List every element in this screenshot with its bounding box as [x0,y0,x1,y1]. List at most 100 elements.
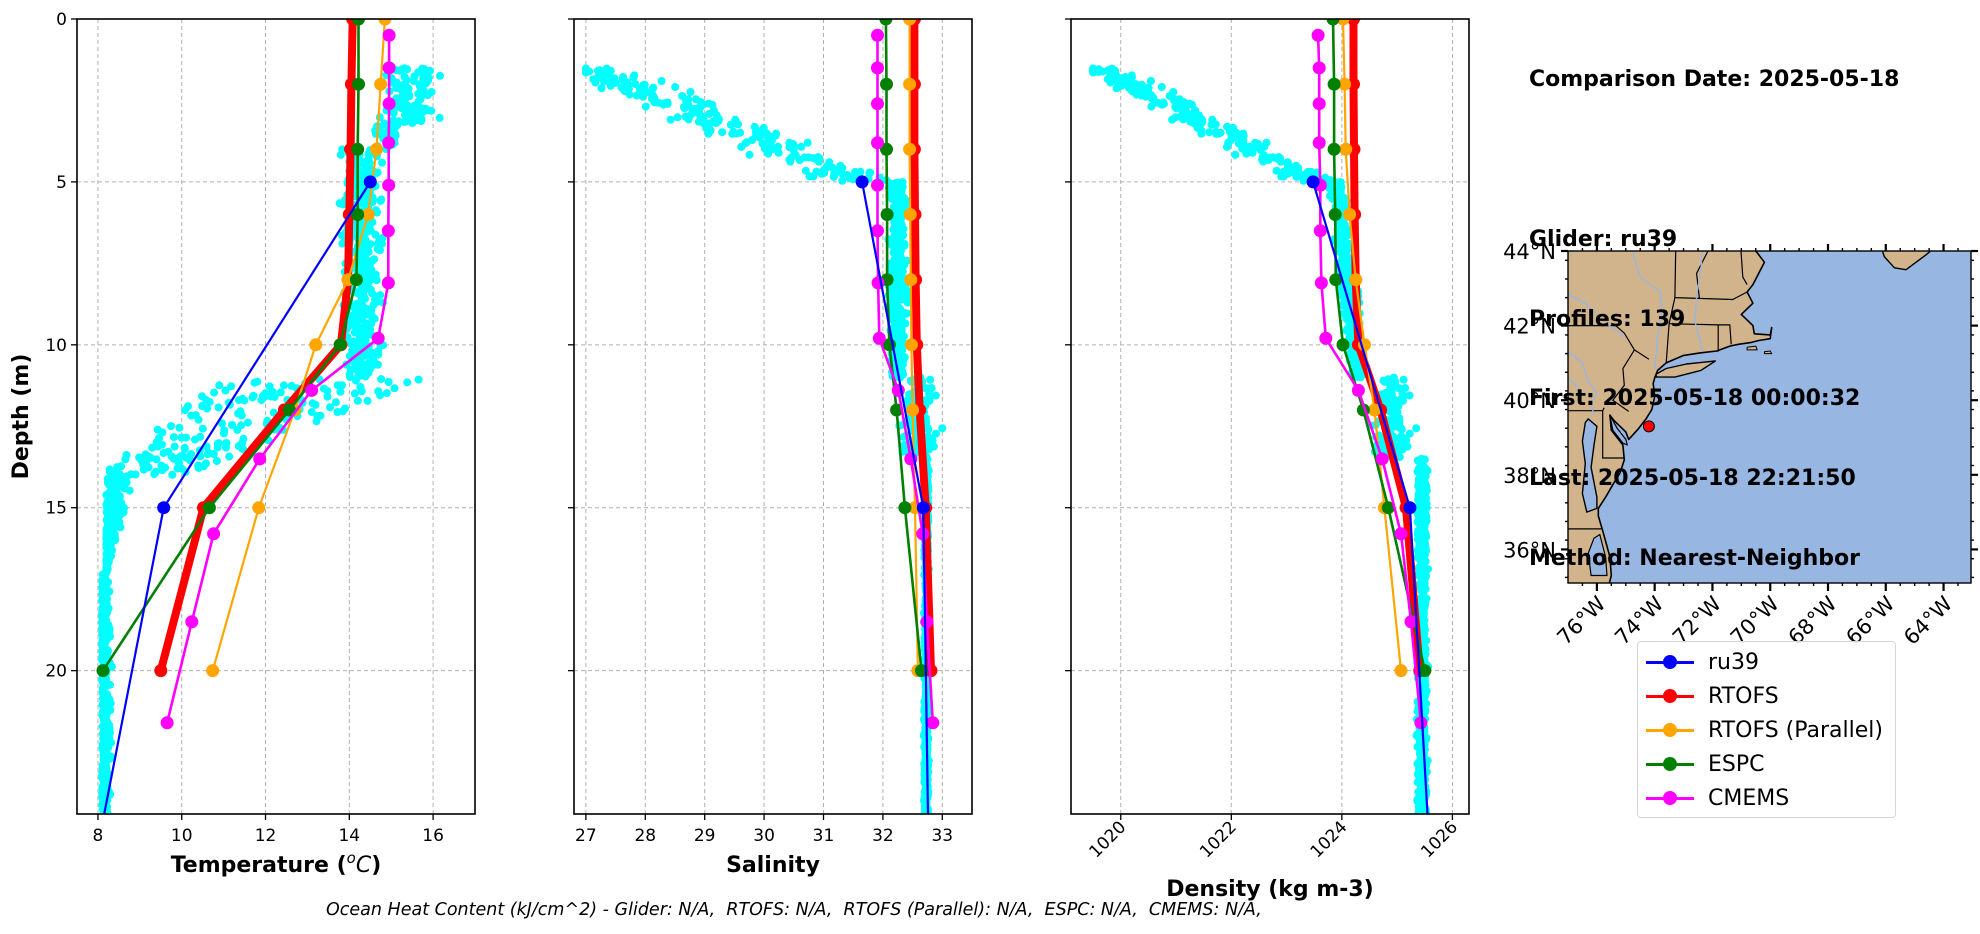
river [1568,351,1598,416]
glider-point [120,475,129,484]
series-marker [371,331,385,345]
series-ru39 [855,175,930,814]
series-marker [207,527,221,541]
glider-point [924,425,933,434]
series-marker [1313,224,1327,238]
glider-point [767,145,776,154]
glider-point [581,67,590,76]
glider-point [265,382,274,391]
glider-point [1243,145,1251,154]
series-marker [1414,716,1428,730]
glider-point [666,115,675,124]
glider-point [1401,384,1410,392]
plot-area [96,19,444,814]
glider-point [100,752,109,761]
glider-point [227,382,236,391]
ohc-caption: Ocean Heat Content (kJ/cm^2) - Glider: N… [326,900,1262,920]
glider-point [353,288,362,297]
glider-point [801,166,810,175]
series-marker [381,276,395,290]
glider-point [98,639,107,648]
series-marker [252,501,266,515]
glider-point [419,65,428,74]
marthas-vineyard [1746,345,1758,351]
glider-point [1234,130,1243,139]
series-marker [890,403,904,417]
glider-point [1336,235,1345,244]
series-marker [1328,208,1342,221]
glider-point [1420,466,1429,475]
series-marker [1394,527,1408,541]
glider-point [1239,136,1248,145]
glider-point [921,747,930,756]
x-tick-label: 33 [931,826,953,846]
glider-point [361,157,370,166]
glider-point [866,168,875,177]
glider-point [1293,166,1302,175]
glider-point [187,411,196,420]
glider-point [817,169,826,178]
glider-point [187,450,196,459]
glider-point [362,351,371,360]
glider-point [378,158,387,167]
glider-point [1343,268,1352,277]
glider-point [1420,706,1429,715]
series-marker [349,273,363,287]
series-marker [880,77,893,91]
glider-point [938,424,947,433]
series-marker [871,61,884,75]
series-marker [1311,28,1325,42]
glider-point [1389,398,1398,407]
lat-tick-label: 42°N [1503,315,1556,339]
glider-point [1170,95,1179,104]
series-espc [96,19,365,678]
nova-scotia [1881,251,1932,271]
x-axis-label: Temperature (oC) [171,849,382,878]
series-marker [1336,338,1350,352]
legend-swatch-cmems [1646,783,1694,813]
glider-point [181,406,189,415]
series-marker [1314,276,1328,290]
x-axis-label: Salinity [726,853,820,878]
glider-point [856,167,865,176]
series-marker [352,19,365,26]
glider-point [414,116,423,125]
glider-point [1399,375,1408,384]
glider-point [623,78,632,87]
legend-swatch-rtofs-parallel [1646,715,1694,745]
glider-point [1397,432,1406,441]
long-island [1655,360,1717,378]
glider-point [923,432,932,441]
series-marker [1327,142,1341,156]
glider-point [1159,98,1168,107]
glider-scatter [1089,64,1433,814]
glider-point [105,587,114,596]
axes-frame [573,18,973,815]
glider-point [135,453,144,462]
glider-point [714,117,723,126]
glider-point [1274,155,1283,163]
glider-point [353,366,362,375]
glider-point [758,139,767,148]
series-marker [351,208,365,221]
series-marker [1312,136,1326,150]
glider-point [349,337,358,346]
glider-point [1306,167,1315,176]
glider-point [900,261,909,270]
glider-point [213,443,222,452]
panel-temperature: 0 5 10 15 20 8 10 12 14 16 Temperature (oC) Depth (… [9,10,476,878]
glider-point [684,95,693,104]
last-time: Last: 2025-05-18 22:21:50 [1529,466,1856,492]
glider-point [649,83,658,92]
series-marker [1326,19,1340,26]
glider-point [1198,117,1207,126]
glider-point [210,388,219,397]
glider-point [358,301,367,310]
glider-point [1342,256,1350,265]
glider-point [641,102,650,111]
glider-point [144,463,153,472]
glider-point [890,317,899,326]
glider-point [354,372,362,381]
glider-point [279,381,288,390]
map-content [1568,251,1932,583]
